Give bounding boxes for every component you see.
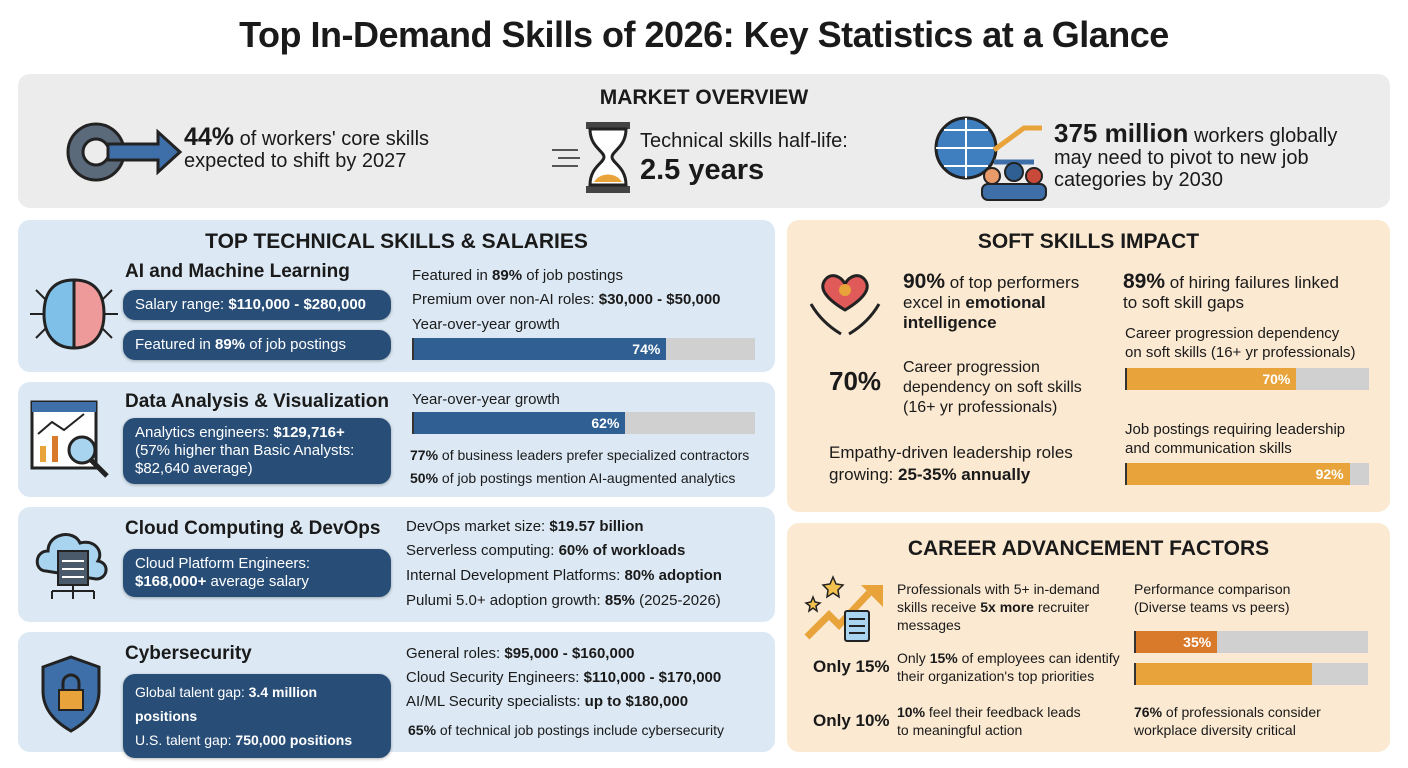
hourglass-icon bbox=[552, 122, 630, 193]
gear-arrow-icon bbox=[66, 122, 183, 182]
hiring-failures-stat: 89% of hiring failures linked to soft ski… bbox=[1123, 270, 1339, 312]
data-analysis-panel: Data Analysis & Visualization Analytics … bbox=[18, 382, 775, 497]
half-life-label: Technical skills half-life: bbox=[640, 130, 848, 152]
skills-shift-text: of workers' core skills bbox=[234, 128, 430, 150]
cloud-salary-pill: Cloud Platform Engineers: $168,000+ avera… bbox=[123, 549, 391, 597]
only-10-big: Only 10% bbox=[813, 711, 890, 730]
ai-ml-panel: TOP TECHNICAL SKILLS & SALARIES AI and M… bbox=[18, 220, 775, 372]
soft-skills-title: SOFT SKILLS IMPACT bbox=[977, 230, 1200, 253]
empathy-stat: Empathy-driven leadership roles growing: … bbox=[829, 443, 1073, 484]
heart-hands-icon bbox=[809, 274, 881, 336]
data-growth-label: Year-over-year growth bbox=[412, 391, 560, 408]
ai-salary-pill: Salary range: $110,000 - $280,000 bbox=[123, 290, 391, 320]
ai-premium-stat: Premium over non-AI roles: $30,000 - $50… bbox=[412, 291, 721, 308]
cloud-server-icon bbox=[35, 533, 108, 599]
globe-people-icon bbox=[934, 116, 1047, 201]
soft-bar2: 92% bbox=[1125, 463, 1369, 485]
career-panel: CAREER ADVANCEMENT FACTORS Professionals… bbox=[787, 523, 1390, 752]
soft-bar1-fill: 70% bbox=[1127, 368, 1297, 390]
ai-growth-fill: 74% bbox=[414, 338, 667, 360]
emotional-intelligence-stat: 90% of top performers excel in emotional i… bbox=[903, 270, 1080, 332]
page-title: Top In-Demand Skills of 2026: Key Statis… bbox=[239, 14, 1169, 55]
contractors-stat: 77% of business leaders prefer specializ… bbox=[410, 447, 750, 463]
pulumi-stat: Pulumi 5.0+ adoption growth: 85% (2025-2… bbox=[406, 592, 721, 609]
soft-bar2-label: Job postings requiring leadership and com… bbox=[1125, 421, 1346, 457]
soft-bar1: 70% bbox=[1125, 368, 1369, 390]
soft-bar1-label: Career progression dependency on soft ski… bbox=[1125, 325, 1356, 361]
cloud-devops-panel: Cloud Computing & DevOps Cloud Platform … bbox=[18, 507, 775, 622]
cybersecurity-panel: Cybersecurity Global talent gap: 3.4 mil… bbox=[18, 632, 775, 758]
data-growth-bar: 62% bbox=[412, 412, 755, 434]
chart-magnifier-icon bbox=[30, 400, 109, 478]
tech-skills-title: TOP TECHNICAL SKILLS & SALARIES bbox=[205, 230, 588, 253]
skills-shift-text-2: expected to shift by 2027 bbox=[184, 150, 407, 172]
ai-growth-bar: 74% bbox=[412, 338, 755, 360]
devops-market-stat: DevOps market size: $19.57 billion bbox=[406, 518, 644, 535]
skills-shift-stat: 44% bbox=[184, 123, 235, 151]
ai-skill-name: AI and Machine Learning bbox=[125, 261, 350, 282]
general-roles-stat: General roles: $95,000 - $160,000 bbox=[406, 645, 635, 662]
data-skill-name: Data Analysis & Visualization bbox=[125, 391, 389, 412]
priorities-stat: Only 15% of employees can identify their … bbox=[897, 650, 1120, 684]
cyber-postings-stat: 65% of technical job postings include cy… bbox=[408, 722, 724, 738]
soft-bar2-fill: 92% bbox=[1127, 463, 1350, 485]
ai-growth-label: Year-over-year growth bbox=[412, 316, 560, 333]
diversity-stat: 76% of professionals consider workplace d… bbox=[1134, 704, 1321, 738]
ai-postings-pill: Featured in 89% of job postings bbox=[123, 330, 391, 360]
only-15-big: Only 15% bbox=[813, 657, 890, 676]
cloud-skill-name: Cloud Computing & DevOps bbox=[125, 518, 381, 539]
idp-stat: Internal Development Platforms: 80% adop… bbox=[406, 567, 722, 584]
pivot-stat: 375 million bbox=[1054, 118, 1189, 148]
pivot-text-2: may need to pivot to new job bbox=[1054, 147, 1309, 169]
data-growth-fill: 62% bbox=[414, 412, 626, 434]
market-overview-title: MARKET OVERVIEW bbox=[599, 86, 809, 109]
pivot-text-3: categories by 2030 bbox=[1054, 169, 1224, 191]
performance-bar-2 bbox=[1134, 663, 1368, 685]
feedback-stat: 10% feel their feedback leads to meaningf… bbox=[897, 704, 1081, 738]
serverless-stat: Serverless computing: 60% of workloads bbox=[406, 542, 686, 559]
cyber-skill-name: Cybersecurity bbox=[125, 643, 252, 664]
performance-bar-1: 35% bbox=[1134, 631, 1368, 653]
performance-label: Performance comparison (Diverse teams vs … bbox=[1134, 581, 1291, 615]
career-title: CAREER ADVANCEMENT FACTORS bbox=[907, 537, 1270, 560]
rising-arrow-stars-icon bbox=[804, 575, 883, 642]
brain-circuit-icon bbox=[30, 278, 118, 350]
aiml-security-stat: AI/ML Security specialists: up to $180,0… bbox=[406, 693, 689, 710]
recruiter-stat: Professionals with 5+ in-demand skills re… bbox=[897, 581, 1100, 633]
half-life-value: 2.5 years bbox=[640, 154, 765, 186]
soft-70-big: 70% bbox=[829, 366, 882, 396]
ai-postings-stat: Featured in 89% of job postings bbox=[412, 267, 623, 284]
pivot-text: workers globally bbox=[1188, 125, 1338, 147]
soft-skills-panel: SOFT SKILLS IMPACT 90% of top performers… bbox=[787, 220, 1390, 512]
market-overview-panel: MARKET OVERVIEW 44% of workers' core ski… bbox=[18, 74, 1390, 208]
performance-bar-2-fill bbox=[1136, 663, 1313, 685]
shield-lock-icon bbox=[41, 655, 101, 733]
career-dependency-stat: Career progression dependency on soft ski… bbox=[903, 359, 1082, 416]
data-salary-pill: Analytics engineers: $129,716+ (57% highe… bbox=[123, 418, 391, 484]
cloud-security-stat: Cloud Security Engineers: $110,000 - $17… bbox=[406, 669, 722, 686]
performance-bar-1-fill: 35% bbox=[1136, 631, 1218, 653]
ai-analytics-stat: 50% of job postings mention AI-augmented… bbox=[410, 470, 736, 486]
cyber-talent-pill: Global talent gap: 3.4 million positions… bbox=[123, 674, 391, 758]
